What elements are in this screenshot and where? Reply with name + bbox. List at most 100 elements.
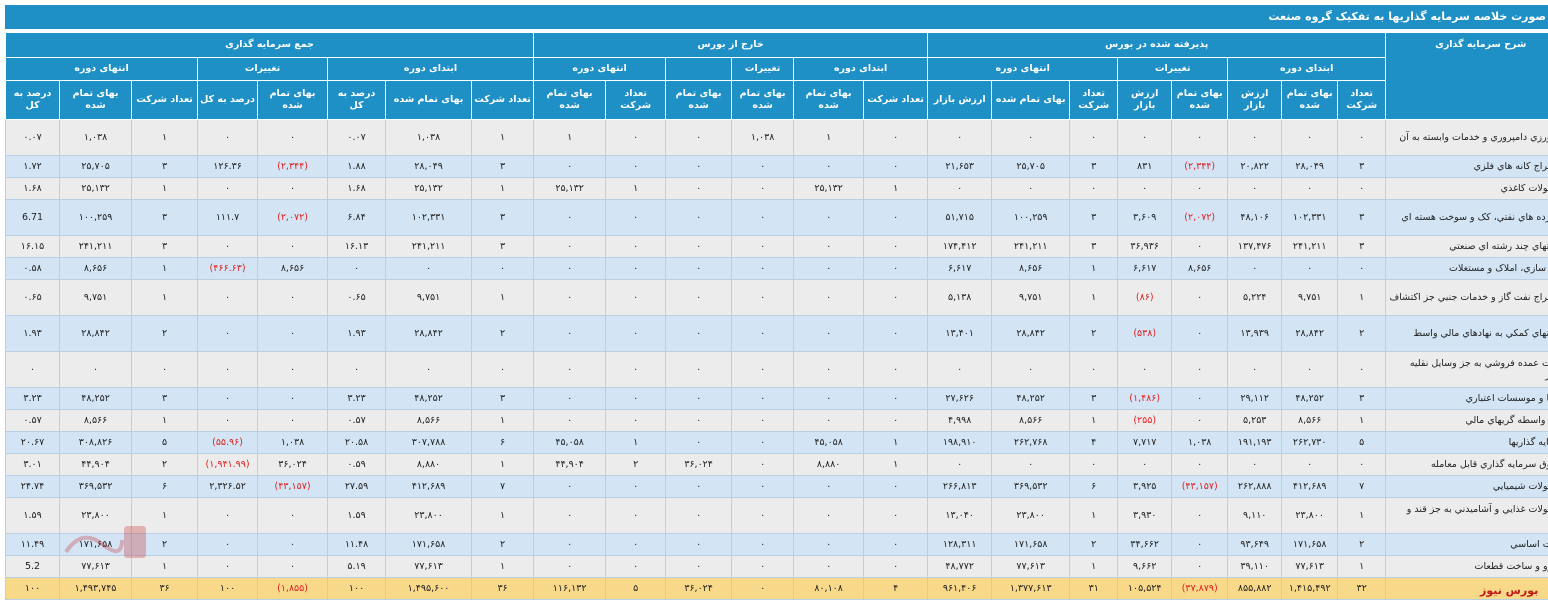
table-cell: ۶,۶۱۷ xyxy=(1117,257,1173,280)
table-cell: ۱۹۸,۹۱۰ xyxy=(927,431,993,454)
table-cell: ۰ xyxy=(793,497,865,534)
table-cell: ۰ xyxy=(793,155,865,178)
table-cell: ۳.۰۱ xyxy=(4,453,61,476)
table-cell: ۴,۹۹۸ xyxy=(927,409,993,432)
table-cell: ۰ xyxy=(991,177,1071,200)
table-cell: ۰ xyxy=(197,387,259,410)
table-cell: ۳۹,۱۱۰ xyxy=(1227,555,1283,578)
table-cell: ۳ xyxy=(471,387,535,410)
table-cell: ۲ xyxy=(131,533,199,556)
header-group-total: جمع سرمایه گذاری xyxy=(4,32,535,58)
table-cell: ۰ xyxy=(731,533,795,556)
header-total-end: انتهای دوره xyxy=(4,57,199,81)
header-group-unlisted: خارج از بورس xyxy=(533,32,929,58)
table-cell: ۱۰۰ xyxy=(4,577,61,600)
table-cell: ۰ xyxy=(257,119,329,156)
table-cell: ۷۷,۶۱۳ xyxy=(385,555,473,578)
table-cell: ۴ xyxy=(1069,431,1119,454)
table-cell: ۲ xyxy=(605,453,667,476)
row-label: فلزات اساسي xyxy=(1385,533,1548,556)
table-cell: ۲۵,۱۳۲ xyxy=(533,177,607,200)
table-cell: ۰.۵۸ xyxy=(4,257,61,280)
table-cell: (۲,۰۷۲) xyxy=(257,199,329,236)
table-cell: ۳۶ xyxy=(131,577,199,600)
table-cell: ۰ xyxy=(59,351,133,388)
table-cell: ۲۸,۸۴۲ xyxy=(385,315,473,352)
table-cell: ۰ xyxy=(197,555,259,578)
table-cell: ۰ xyxy=(1171,533,1229,556)
table-cell: ۰ xyxy=(605,315,667,352)
table-cell: (۴۶۶.۶۳) xyxy=(197,257,259,280)
table-cell: ۰ xyxy=(385,257,473,280)
table-cell: ۲۵,۷۰۵ xyxy=(59,155,133,178)
table-cell: ۴۵,۰۵۸ xyxy=(793,431,865,454)
table-cell: ۰ xyxy=(533,387,607,410)
table-cell: ۲۵,۱۳۲ xyxy=(385,177,473,200)
table-cell: ۳,۶۰۹ xyxy=(1117,199,1173,236)
table-row: کشاورزي دامپروري و خدمات وابسته به آن۰۰۰… xyxy=(4,119,1548,156)
table-cell: ۱ xyxy=(471,279,535,316)
table-cell: ۰ xyxy=(605,351,667,388)
table-cell: ۸,۶۵۶ xyxy=(1171,257,1229,280)
table-cell: ۳ xyxy=(1069,387,1119,410)
row-label: بانکها و موسسات اعتباري xyxy=(1385,387,1548,410)
table-cell: ۴۱۲,۶۸۹ xyxy=(385,475,473,498)
table-cell: ۳۶ xyxy=(471,577,535,600)
table-cell: ۰ xyxy=(991,453,1071,476)
col-market: ارزش بازار xyxy=(927,80,993,120)
table-cell: ۰ xyxy=(1117,453,1173,476)
table-cell: ۲۶۶,۸۱۳ xyxy=(927,475,993,498)
table-cell: ۳۶۹,۵۳۲ xyxy=(991,475,1071,498)
table-cell: ۰ xyxy=(1171,555,1229,578)
table-cell: ۱۱.۴۹ xyxy=(4,533,61,556)
table-cell: ۰ xyxy=(863,235,929,258)
table-cell: ۰ xyxy=(257,533,329,556)
table-cell: ۰ xyxy=(1171,315,1229,352)
table-cell: ۰ xyxy=(197,119,259,156)
table-cell: ۰ xyxy=(533,533,607,556)
table-row: صندوق سرمايه گذاري قابل معامله۰۰۰۰۰۰۰۰۱۸… xyxy=(4,453,1548,476)
header-listed-end: انتهای دوره xyxy=(927,57,1119,81)
table-cell: ۲۶۲,۸۸۸ xyxy=(1227,475,1283,498)
header-unlisted-begin: ابتدای دوره xyxy=(793,57,929,81)
table-cell: ۶ xyxy=(1069,475,1119,498)
table-cell: ۱۳,۹۳۹ xyxy=(1227,315,1283,352)
table-cell: ۳۰۸,۸۲۶ xyxy=(59,431,133,454)
table-cell: ۳۶,۹۳۶ xyxy=(1117,235,1173,258)
table-cell: ۱ xyxy=(131,257,199,280)
table-cell: ۱ xyxy=(863,431,929,454)
table-cell: ۱۲۸,۳۱۱ xyxy=(927,533,993,556)
table-cell: ۵ xyxy=(131,431,199,454)
header-unlisted-changes: تغییرات xyxy=(731,57,795,81)
table-cell: ۳۱ xyxy=(1069,577,1119,600)
table-cell: ۲۳,۸۰۰ xyxy=(991,497,1071,534)
table-cell: ۲۰,۸۲۲ xyxy=(1227,155,1283,178)
table-cell: ۰ xyxy=(793,351,865,388)
table-cell: ۰ xyxy=(1281,257,1339,280)
table-cell: ۱۰۵,۵۲۴ xyxy=(1117,577,1173,600)
col-market: ارزش بازار xyxy=(1227,80,1283,120)
table-cell: ۳۶,۰۲۴ xyxy=(665,577,733,600)
col-cost: بهای تمام شده xyxy=(1171,80,1229,120)
table-cell: ۳ xyxy=(131,387,199,410)
table-cell: ۰ xyxy=(197,177,259,200)
table-cell: ۰.۵۹ xyxy=(327,453,387,476)
header-description: شرح سرمایه گذاری xyxy=(1385,32,1548,120)
col-cost: بهای تمام شده xyxy=(257,80,329,120)
table-cell: ۱,۰۳۸ xyxy=(731,119,795,156)
table-cell: ۰ xyxy=(1337,119,1387,156)
table-cell: ۰ xyxy=(327,351,387,388)
table-cell: ۳۰۷,۷۸۸ xyxy=(385,431,473,454)
table-cell: ۰ xyxy=(731,315,795,352)
table-cell: ۰ xyxy=(1337,351,1387,388)
table-cell: ۰ xyxy=(533,475,607,498)
table-cell: ۲۴.۷۴ xyxy=(4,475,61,498)
table-cell: ۰ xyxy=(665,199,733,236)
table-cell: ۸,۵۶۶ xyxy=(1281,409,1339,432)
table-cell: ۱ xyxy=(605,431,667,454)
table-cell: ۱,۴۹۵,۶۰۰ xyxy=(385,577,473,600)
table-cell: ۰ xyxy=(731,155,795,178)
table-cell: ۲۰.۵۸ xyxy=(327,431,387,454)
table-cell: ۰ xyxy=(1117,177,1173,200)
table-cell: ۰ xyxy=(731,577,795,600)
